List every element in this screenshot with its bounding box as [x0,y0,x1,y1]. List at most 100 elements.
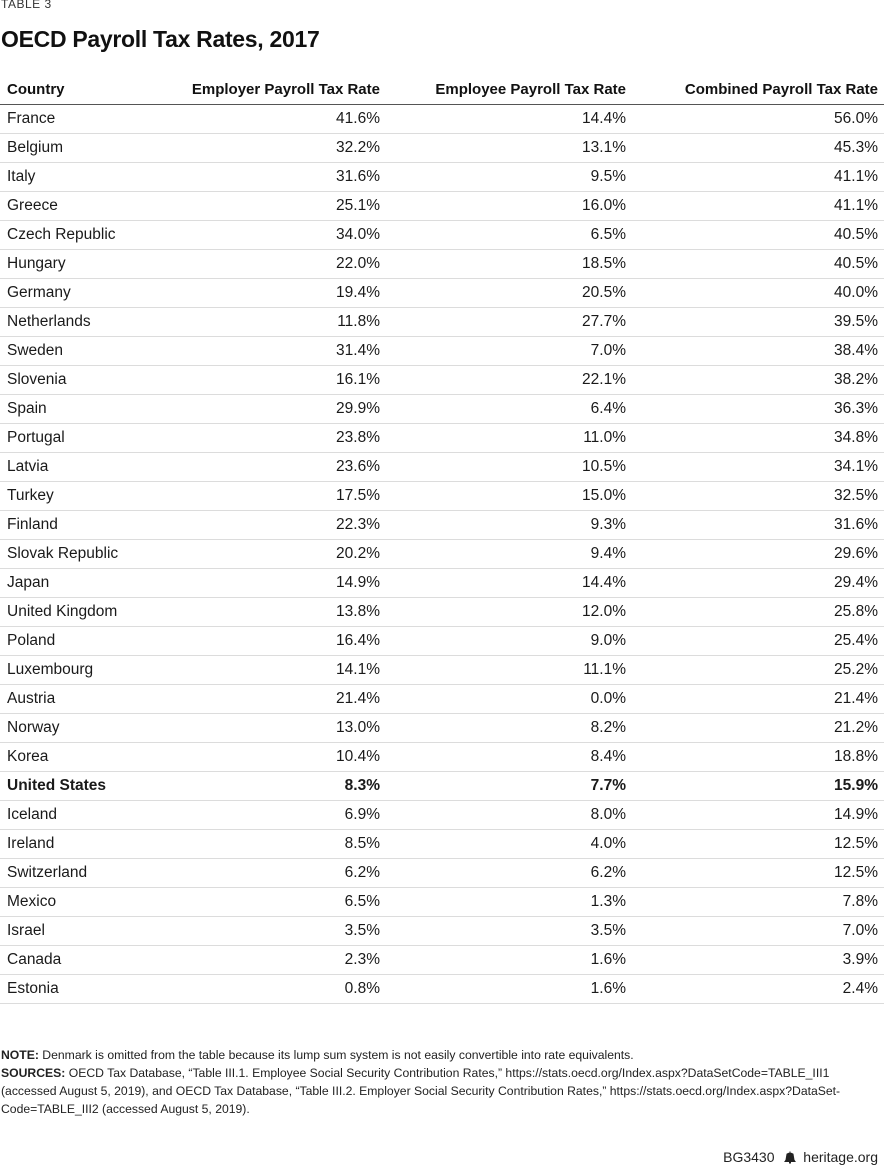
cell-employee-rate: 22.1% [386,365,632,395]
cell-combined-rate: 21.4% [632,684,884,714]
cell-country: Portugal [0,423,150,453]
cell-employer-rate: 22.3% [150,510,386,540]
cell-employer-rate: 23.8% [150,423,386,453]
cell-combined-rate: 15.9% [632,771,884,801]
cell-employee-rate: 18.5% [386,249,632,279]
cell-employee-rate: 11.0% [386,423,632,453]
cell-combined-rate: 41.1% [632,191,884,221]
cell-combined-rate: 29.6% [632,539,884,569]
note-text: Denmark is omitted from the table becaus… [38,1048,634,1062]
cell-combined-rate: 2.4% [632,974,884,1004]
cell-employee-rate: 8.0% [386,800,632,830]
cell-country: Austria [0,684,150,714]
cell-combined-rate: 14.9% [632,800,884,830]
table-row: Luxembourg 14.1% 11.1% 25.2% [0,655,884,685]
cell-combined-rate: 38.2% [632,365,884,395]
cell-employee-rate: 0.0% [386,684,632,714]
cell-combined-rate: 18.8% [632,742,884,772]
table-row: Sweden 31.4% 7.0% 38.4% [0,336,884,366]
cell-country: Norway [0,713,150,743]
table-row: Switzerland 6.2% 6.2% 12.5% [0,858,884,888]
table-row: Austria 21.4% 0.0% 21.4% [0,684,884,714]
table-row: Spain 29.9% 6.4% 36.3% [0,394,884,424]
cell-employee-rate: 14.4% [386,568,632,598]
cell-combined-rate: 29.4% [632,568,884,598]
cell-employee-rate: 8.2% [386,713,632,743]
cell-combined-rate: 38.4% [632,336,884,366]
cell-employer-rate: 16.1% [150,365,386,395]
cell-employee-rate: 7.7% [386,771,632,801]
header-employer-rate: Employer Payroll Tax Rate [150,74,386,105]
cell-country: Mexico [0,887,150,917]
cell-combined-rate: 7.8% [632,887,884,917]
table-number-label: TABLE 3 [1,0,52,11]
table-row: Germany 19.4% 20.5% 40.0% [0,278,884,308]
cell-combined-rate: 34.8% [632,423,884,453]
cell-country: Estonia [0,974,150,1004]
cell-country: Latvia [0,452,150,482]
website-link[interactable]: heritage.org [803,1149,878,1165]
table-row: Italy 31.6% 9.5% 41.1% [0,162,884,192]
table-row: Norway 13.0% 8.2% 21.2% [0,713,884,743]
table-row: Slovak Republic 20.2% 9.4% 29.6% [0,539,884,569]
cell-combined-rate: 45.3% [632,133,884,163]
cell-employer-rate: 23.6% [150,452,386,482]
cell-employee-rate: 4.0% [386,829,632,859]
cell-combined-rate: 12.5% [632,858,884,888]
note: NOTE: Denmark is omitted from the table … [1,1046,881,1064]
report-code: BG3430 [723,1149,775,1165]
page-title: OECD Payroll Tax Rates, 2017 [1,26,320,52]
cell-combined-rate: 32.5% [632,481,884,511]
cell-combined-rate: 40.5% [632,249,884,279]
table-row: Japan 14.9% 14.4% 29.4% [0,568,884,598]
table-row: Hungary 22.0% 18.5% 40.5% [0,249,884,279]
cell-combined-rate: 3.9% [632,945,884,975]
cell-combined-rate: 25.8% [632,597,884,627]
cell-country: Turkey [0,481,150,511]
table-row: Iceland 6.9% 8.0% 14.9% [0,800,884,830]
liberty-bell-icon [784,1151,797,1167]
cell-employee-rate: 6.4% [386,394,632,424]
cell-country: Korea [0,742,150,772]
cell-employee-rate: 6.2% [386,858,632,888]
cell-employee-rate: 8.4% [386,742,632,772]
cell-country: Japan [0,568,150,598]
cell-employer-rate: 6.5% [150,887,386,917]
footer: BG3430 heritage.org [723,1149,878,1167]
cell-country: France [0,104,150,134]
table-header-row: Country Employer Payroll Tax Rate Employ… [0,74,884,105]
cell-combined-rate: 31.6% [632,510,884,540]
cell-country: United States [0,771,150,801]
cell-combined-rate: 40.5% [632,220,884,250]
cell-employer-rate: 32.2% [150,133,386,163]
table-row: Israel 3.5% 3.5% 7.0% [0,916,884,946]
cell-combined-rate: 41.1% [632,162,884,192]
cell-employee-rate: 1.3% [386,887,632,917]
cell-employer-rate: 10.4% [150,742,386,772]
cell-employer-rate: 14.9% [150,568,386,598]
cell-combined-rate: 34.1% [632,452,884,482]
note-label: NOTE: [1,1048,39,1062]
table-row: Greece 25.1% 16.0% 41.1% [0,191,884,221]
cell-employee-rate: 11.1% [386,655,632,685]
cell-combined-rate: 7.0% [632,916,884,946]
table-row: Belgium 32.2% 13.1% 45.3% [0,133,884,163]
cell-employee-rate: 16.0% [386,191,632,221]
table-row: Ireland 8.5% 4.0% 12.5% [0,829,884,859]
table-row: Portugal 23.8% 11.0% 34.8% [0,423,884,453]
cell-employer-rate: 16.4% [150,626,386,656]
cell-country: Poland [0,626,150,656]
table-row: Slovenia 16.1% 22.1% 38.2% [0,365,884,395]
table-row: Estonia 0.8% 1.6% 2.4% [0,974,884,1004]
table-row: Poland 16.4% 9.0% 25.4% [0,626,884,656]
cell-employer-rate: 6.2% [150,858,386,888]
cell-employer-rate: 13.8% [150,597,386,627]
cell-country: Canada [0,945,150,975]
cell-employer-rate: 21.4% [150,684,386,714]
cell-employee-rate: 1.6% [386,974,632,1004]
cell-employer-rate: 19.4% [150,278,386,308]
header-country: Country [0,74,150,105]
table-row: Czech Republic 34.0% 6.5% 40.5% [0,220,884,250]
cell-country: Greece [0,191,150,221]
cell-employer-rate: 31.4% [150,336,386,366]
